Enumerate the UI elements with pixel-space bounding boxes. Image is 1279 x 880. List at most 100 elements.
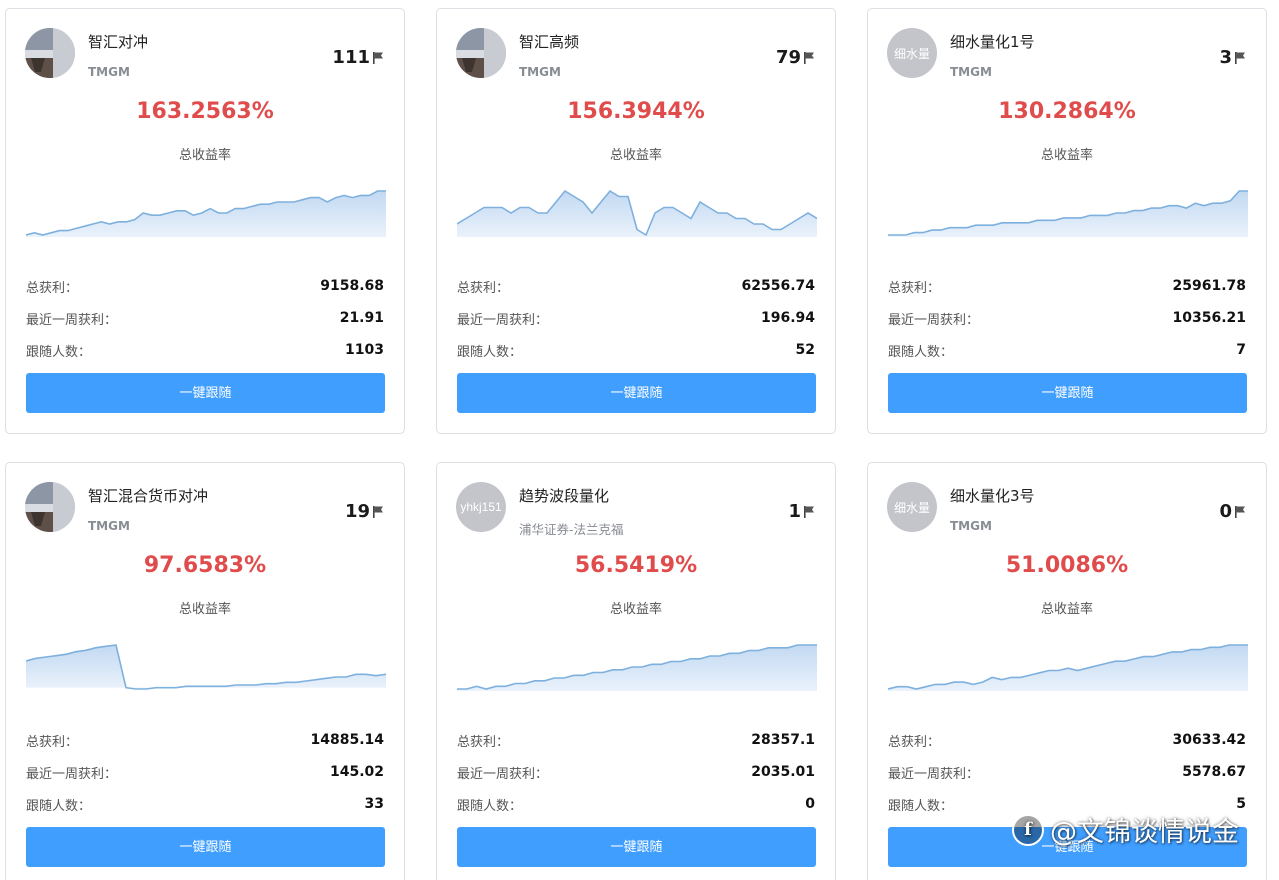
broker-name: TMGM (88, 519, 130, 533)
return-chart (26, 644, 386, 690)
rank-badge: 19 (345, 501, 384, 522)
followers-value: 1103 (345, 342, 384, 358)
total-profit-value: 62556.74 (741, 278, 815, 294)
chart-area (457, 645, 817, 691)
avatar[interactable] (25, 28, 75, 78)
rank-number: 0 (1219, 501, 1232, 522)
return-chart (888, 644, 1248, 691)
strategy-name[interactable]: 趋势波段量化 (519, 487, 610, 505)
avatar-text: yhkj151 (460, 500, 502, 514)
avatar-text: 细水量 (893, 500, 930, 515)
return-chart (26, 190, 386, 237)
total-return-label: 总收益率 (609, 148, 662, 163)
total-profit-value: 28357.1 (751, 732, 815, 748)
strategy-name[interactable]: 细水量化3号 (950, 487, 1035, 505)
followers-label: 跟随人数： (26, 345, 92, 360)
follow-button[interactable]: 一键跟随 (26, 827, 385, 867)
week-profit-label: 最近一周获利： (888, 767, 980, 782)
chart-line (26, 190, 386, 236)
total-return-label: 总收益率 (178, 148, 231, 163)
week-profit-label: 最近一周获利： (26, 313, 118, 328)
followers-label: 跟随人数： (888, 345, 954, 360)
rank-badge: 0 (1219, 501, 1246, 522)
chart-line (457, 644, 817, 690)
strategy-card[interactable]: 智汇高频 TMGM 79 156.3944% 总收益率 总获利： 62556.7… (436, 8, 836, 434)
week-profit-label: 最近一周获利： (26, 767, 118, 782)
followers-label: 跟随人数： (888, 799, 954, 814)
week-profit-value: 145.02 (329, 764, 384, 780)
total-return-rate: 130.2864% (998, 99, 1136, 124)
rank-badge: 3 (1219, 47, 1246, 68)
rank-number: 19 (344, 501, 370, 522)
strategy-name[interactable]: 智汇混合货币对冲 (88, 487, 209, 505)
week-profit-label: 最近一周获利： (888, 313, 980, 328)
strategy-card[interactable]: yhkj151 趋势波段量化 浦华证券-法兰克福 1 56.5419% 总收益率… (436, 462, 836, 880)
avatar[interactable]: 细水量 (887, 28, 937, 78)
rank-badge: 79 (776, 47, 815, 68)
total-profit-value: 25961.78 (1172, 278, 1246, 294)
week-profit-value: 21.91 (339, 310, 384, 326)
strategy-card[interactable]: 细水量 细水量化1号 TMGM 3 130.2864% 总收益率 总获利： 25… (867, 8, 1267, 434)
rank-number: 111 (332, 47, 370, 68)
flag-icon (373, 51, 383, 64)
rank-number: 1 (788, 501, 801, 522)
flag-icon (373, 505, 383, 518)
week-profit-value: 2035.01 (751, 764, 815, 780)
week-profit-label: 最近一周获利： (457, 767, 549, 782)
chart-area (457, 191, 817, 237)
week-profit-label: 最近一周获利： (457, 313, 549, 328)
followers-label: 跟随人数： (26, 799, 92, 814)
follow-button[interactable]: 一键跟随 (888, 827, 1247, 867)
flag-icon (804, 51, 814, 64)
broker-name: TMGM (88, 65, 130, 79)
chart-area (888, 645, 1248, 691)
follow-button[interactable]: 一键跟随 (888, 373, 1247, 413)
strategy-card[interactable]: 细水量 细水量化3号 TMGM 0 51.0086% 总收益率 总获利： 306… (867, 462, 1267, 880)
follow-button[interactable]: 一键跟随 (457, 827, 816, 867)
strategy-name[interactable]: 智汇对冲 (88, 33, 149, 51)
chart-line (457, 189, 817, 237)
landscape-photo-icon (25, 482, 75, 532)
total-profit-label: 总获利： (26, 735, 79, 750)
avatar[interactable]: 细水量 (887, 482, 937, 532)
strategy-name[interactable]: 智汇高频 (519, 33, 580, 51)
return-chart (457, 189, 817, 237)
strategy-name[interactable]: 细水量化1号 (950, 33, 1035, 51)
followers-value: 7 (1236, 342, 1246, 358)
total-return-rate: 97.6583% (143, 553, 267, 578)
watermark: f @文锦谈情说金 (1012, 810, 1239, 849)
follow-button[interactable]: 一键跟随 (26, 373, 385, 413)
avatar[interactable]: yhkj151 (456, 482, 506, 532)
strategy-card[interactable]: 智汇混合货币对冲 TMGM 19 97.6583% 总收益率 总获利： 1488… (5, 462, 405, 880)
total-return-label: 总收益率 (178, 602, 231, 617)
return-chart (888, 190, 1248, 237)
flag-icon (1235, 51, 1245, 64)
followers-value: 33 (364, 796, 384, 812)
return-chart (457, 644, 817, 691)
week-profit-value: 196.94 (760, 310, 815, 326)
total-profit-label: 总获利： (26, 281, 79, 296)
landscape-photo-icon (456, 28, 506, 78)
total-profit-label: 总获利： (457, 281, 510, 296)
total-profit-value: 9158.68 (320, 278, 384, 294)
avatar-text: 细水量 (893, 46, 930, 61)
avatar[interactable] (25, 482, 75, 532)
landscape-photo-icon (25, 28, 75, 78)
broker-name: TMGM (519, 65, 561, 79)
broker-name: TMGM (950, 65, 992, 79)
rank-badge: 111 (332, 47, 384, 68)
strategy-card[interactable]: 智汇对冲 TMGM 111 163.2563% 总收益率 总获利： 9158.6… (5, 8, 405, 434)
chart-line (888, 644, 1248, 690)
chart-area (26, 191, 386, 237)
week-profit-value: 10356.21 (1172, 310, 1246, 326)
avatar[interactable] (456, 28, 506, 78)
chart-line (26, 644, 386, 690)
total-profit-label: 总获利： (888, 735, 941, 750)
total-return-label: 总收益率 (1040, 602, 1093, 617)
followers-value: 5 (1236, 796, 1246, 812)
chart-area (26, 645, 386, 689)
total-return-label: 总收益率 (1040, 148, 1093, 163)
zhihu-logo-icon: f (1012, 813, 1044, 846)
follow-button[interactable]: 一键跟随 (457, 373, 816, 413)
followers-label: 跟随人数： (457, 345, 523, 360)
